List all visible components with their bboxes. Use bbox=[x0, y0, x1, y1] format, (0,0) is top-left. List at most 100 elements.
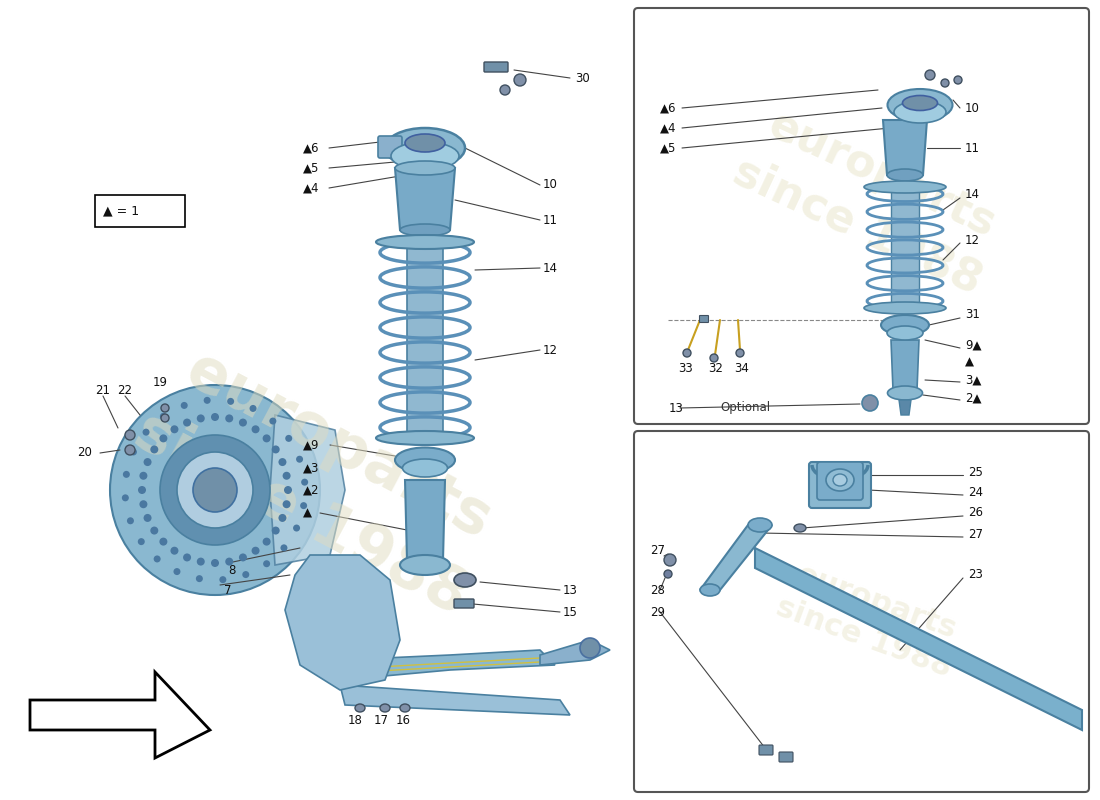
Polygon shape bbox=[755, 548, 1082, 730]
Text: 20: 20 bbox=[78, 446, 92, 459]
Circle shape bbox=[250, 405, 256, 412]
Ellipse shape bbox=[888, 89, 953, 121]
Circle shape bbox=[151, 526, 158, 534]
Polygon shape bbox=[899, 400, 911, 415]
FancyBboxPatch shape bbox=[808, 462, 871, 508]
Text: 2▲: 2▲ bbox=[965, 391, 981, 405]
Polygon shape bbox=[30, 672, 210, 758]
Ellipse shape bbox=[902, 95, 937, 110]
Text: 3▲: 3▲ bbox=[965, 374, 981, 386]
Polygon shape bbox=[891, 340, 918, 390]
Text: 27: 27 bbox=[968, 529, 983, 542]
Text: 10: 10 bbox=[543, 178, 558, 191]
Circle shape bbox=[580, 638, 600, 658]
Text: 15: 15 bbox=[563, 606, 578, 618]
Text: ▲5: ▲5 bbox=[660, 142, 676, 154]
Ellipse shape bbox=[400, 224, 450, 236]
Ellipse shape bbox=[385, 128, 465, 168]
Ellipse shape bbox=[748, 518, 772, 532]
Ellipse shape bbox=[887, 326, 923, 340]
Circle shape bbox=[280, 544, 287, 551]
Text: 29: 29 bbox=[650, 606, 666, 618]
Circle shape bbox=[925, 70, 935, 80]
Text: ▲5: ▲5 bbox=[302, 162, 319, 174]
Circle shape bbox=[204, 397, 211, 404]
Circle shape bbox=[110, 385, 320, 595]
Circle shape bbox=[226, 414, 233, 422]
Polygon shape bbox=[883, 120, 927, 175]
Ellipse shape bbox=[894, 101, 946, 123]
Text: 22: 22 bbox=[118, 383, 132, 397]
Polygon shape bbox=[395, 168, 455, 230]
FancyBboxPatch shape bbox=[779, 752, 793, 762]
Circle shape bbox=[177, 452, 253, 528]
Circle shape bbox=[296, 456, 304, 462]
Ellipse shape bbox=[400, 555, 450, 575]
Ellipse shape bbox=[395, 447, 455, 473]
Text: 18: 18 bbox=[348, 714, 362, 726]
Circle shape bbox=[130, 449, 136, 455]
Text: 9▲: 9▲ bbox=[965, 338, 981, 351]
Circle shape bbox=[183, 554, 191, 562]
FancyBboxPatch shape bbox=[634, 8, 1089, 424]
Text: 34: 34 bbox=[735, 362, 749, 374]
Circle shape bbox=[954, 76, 962, 84]
Circle shape bbox=[143, 429, 150, 436]
Circle shape bbox=[736, 349, 744, 357]
Ellipse shape bbox=[864, 302, 946, 314]
Text: ▲3: ▲3 bbox=[302, 462, 319, 474]
Text: ▲: ▲ bbox=[302, 506, 312, 519]
Polygon shape bbox=[340, 685, 570, 715]
Text: 32: 32 bbox=[708, 362, 724, 374]
Circle shape bbox=[278, 458, 286, 466]
Circle shape bbox=[160, 434, 167, 442]
FancyBboxPatch shape bbox=[378, 136, 402, 158]
Circle shape bbox=[263, 538, 271, 546]
Ellipse shape bbox=[881, 315, 930, 335]
Circle shape bbox=[219, 576, 227, 583]
Ellipse shape bbox=[403, 459, 448, 477]
Circle shape bbox=[174, 568, 180, 575]
Polygon shape bbox=[270, 415, 345, 565]
Text: ▲4: ▲4 bbox=[660, 122, 676, 134]
Ellipse shape bbox=[700, 584, 720, 596]
Ellipse shape bbox=[887, 169, 923, 181]
Circle shape bbox=[197, 558, 205, 566]
Text: 31: 31 bbox=[965, 309, 980, 322]
Circle shape bbox=[197, 414, 205, 422]
Circle shape bbox=[211, 413, 219, 421]
Circle shape bbox=[300, 502, 307, 509]
Polygon shape bbox=[407, 240, 443, 440]
Text: 14: 14 bbox=[543, 262, 558, 274]
Text: 24: 24 bbox=[968, 486, 983, 499]
Polygon shape bbox=[405, 480, 446, 560]
Text: 21: 21 bbox=[96, 383, 110, 397]
Ellipse shape bbox=[400, 704, 410, 712]
Text: 16: 16 bbox=[396, 714, 410, 726]
FancyBboxPatch shape bbox=[95, 195, 185, 227]
Polygon shape bbox=[340, 650, 556, 680]
FancyBboxPatch shape bbox=[759, 745, 773, 755]
Circle shape bbox=[285, 435, 293, 442]
Text: 7: 7 bbox=[224, 583, 232, 597]
Circle shape bbox=[664, 554, 676, 566]
Circle shape bbox=[500, 85, 510, 95]
Text: 14: 14 bbox=[965, 189, 980, 202]
Circle shape bbox=[138, 486, 146, 494]
Circle shape bbox=[144, 514, 152, 522]
Text: 30: 30 bbox=[575, 71, 590, 85]
Circle shape bbox=[211, 559, 219, 567]
Circle shape bbox=[183, 418, 191, 426]
Text: 11: 11 bbox=[965, 142, 980, 154]
Ellipse shape bbox=[379, 704, 390, 712]
Circle shape bbox=[239, 554, 246, 562]
Circle shape bbox=[242, 571, 250, 578]
Circle shape bbox=[272, 446, 279, 454]
Circle shape bbox=[160, 538, 167, 546]
Ellipse shape bbox=[376, 235, 474, 249]
Circle shape bbox=[710, 354, 718, 362]
Circle shape bbox=[151, 446, 158, 454]
Circle shape bbox=[126, 518, 134, 524]
Circle shape bbox=[270, 418, 276, 425]
Text: 13: 13 bbox=[669, 402, 684, 414]
